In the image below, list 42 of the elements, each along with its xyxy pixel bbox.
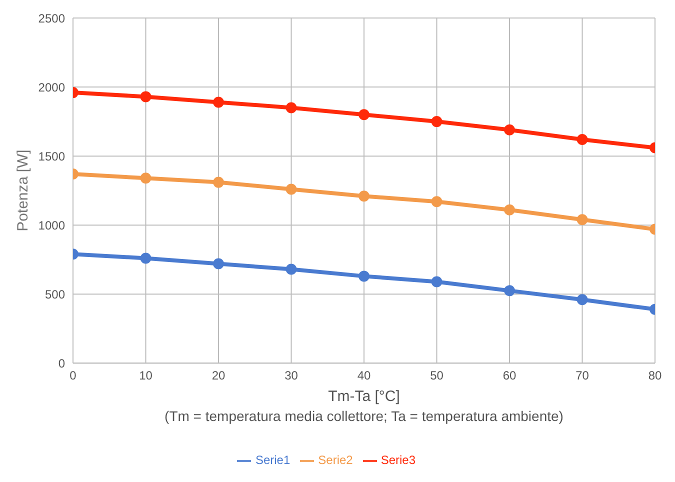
point — [286, 102, 297, 114]
point — [358, 270, 370, 282]
point — [431, 116, 442, 128]
x-tick-label: 30 — [284, 368, 298, 383]
point — [504, 204, 515, 216]
point — [140, 172, 152, 184]
point — [213, 176, 224, 188]
y-axis-title: Potenza [W] — [14, 150, 32, 232]
x-axis-title: Tm-Ta [°C] — [328, 388, 400, 406]
x-tick-label: 10 — [139, 368, 153, 383]
point — [504, 124, 515, 136]
point — [431, 276, 442, 288]
point — [504, 285, 515, 296]
y-tick-label: 2500 — [38, 11, 66, 26]
point — [213, 258, 224, 270]
x-tick-label: 50 — [430, 368, 444, 383]
y-tick-label: 1000 — [38, 218, 66, 232]
text: (Tm = temperatura media collettore; Ta = temperatura ambiente) — [164, 408, 564, 424]
x-tick-label: 40 — [357, 368, 371, 383]
legend-label: Serie3 — [380, 453, 416, 468]
point — [431, 196, 442, 208]
point — [358, 109, 370, 120]
x-tick-label: 0 — [70, 368, 77, 383]
y-tick-label: 2000 — [38, 80, 66, 94]
x-tick-label: 80 — [648, 368, 662, 383]
x-tick-label: 60 — [502, 368, 516, 383]
point — [576, 294, 588, 306]
point — [213, 96, 224, 108]
y-tick-label: 500 — [44, 287, 66, 302]
legend-label: Serie1 — [255, 453, 290, 468]
point — [576, 134, 588, 145]
x-tick-label: 20 — [212, 368, 226, 383]
point — [140, 91, 152, 102]
point — [286, 184, 297, 195]
point — [358, 190, 370, 202]
legend-label: Serie2 — [318, 453, 353, 468]
point — [140, 252, 152, 264]
point — [286, 264, 297, 275]
point — [576, 214, 588, 226]
y-tick-label: 0 — [58, 356, 66, 370]
x-tick-label: 70 — [576, 368, 590, 383]
y-tick-label: 1500 — [38, 149, 66, 164]
